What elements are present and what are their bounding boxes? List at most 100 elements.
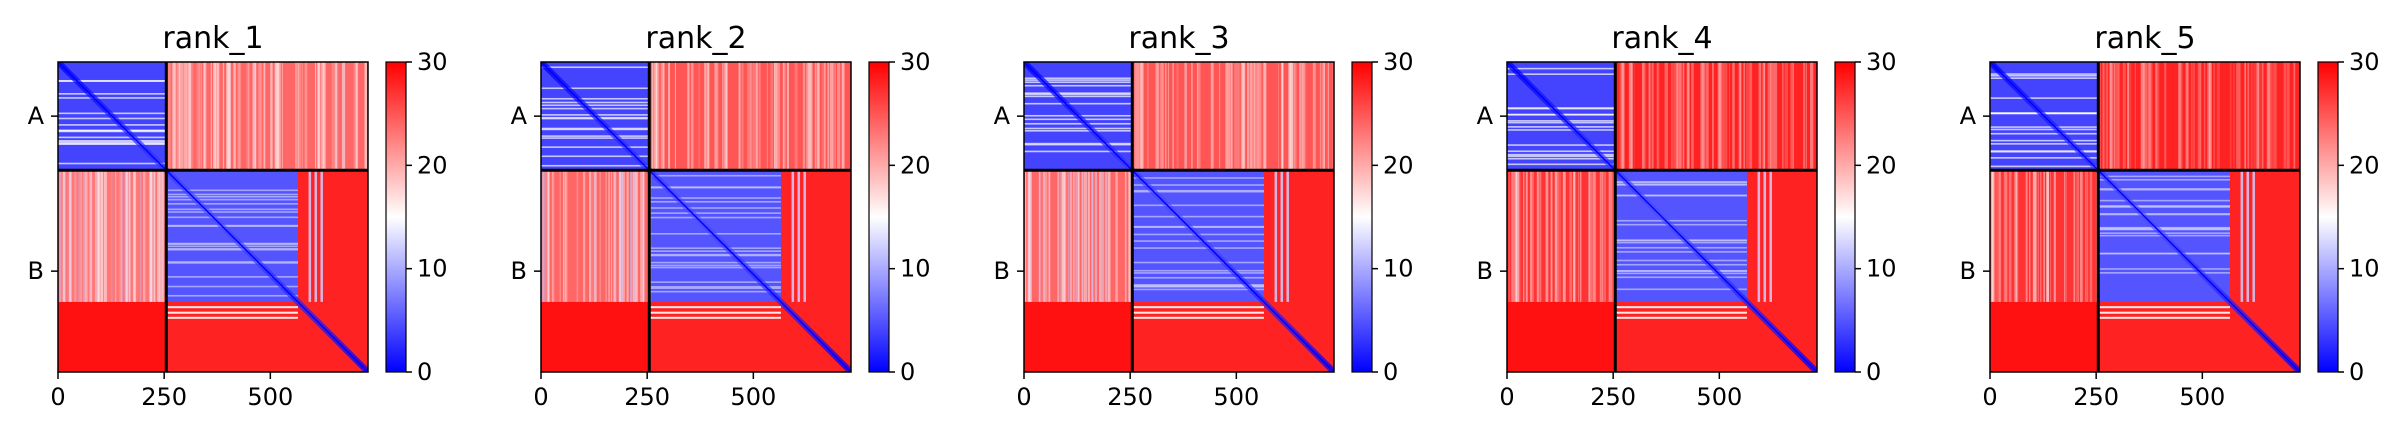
stripe (1172, 62, 1174, 171)
stripe (1081, 170, 1083, 302)
band (166, 262, 298, 264)
band (1990, 150, 2099, 152)
stripe (1530, 170, 1532, 302)
stripe (1140, 62, 1143, 171)
stripe (2040, 170, 2042, 302)
block-tail-A (58, 301, 167, 372)
stripe (821, 62, 825, 171)
stripe (172, 62, 173, 171)
stripe (1608, 170, 1610, 302)
band (1615, 241, 1747, 244)
stripe (1768, 62, 1771, 171)
stripe (1700, 62, 1703, 171)
band (1024, 81, 1133, 84)
loop-stripe (803, 170, 806, 302)
heatmap (541, 62, 851, 372)
band (58, 139, 167, 142)
stripe (827, 62, 829, 171)
x-tick-label: 250 (141, 383, 187, 411)
loop-stripe (1769, 170, 1772, 302)
band (1615, 251, 1747, 253)
x-tick-label: 500 (247, 383, 293, 411)
stripe (1105, 170, 1108, 302)
band (1507, 107, 1616, 110)
stripe (1621, 62, 1625, 171)
stripe (198, 62, 200, 171)
stripe (304, 62, 308, 171)
loop-stripe (308, 170, 312, 302)
stripe (722, 62, 724, 171)
chain-label: B (28, 257, 44, 285)
band (1615, 272, 1747, 275)
x-tick-label: 0 (50, 383, 65, 411)
band (1507, 150, 1616, 153)
band (166, 248, 298, 250)
stripe (1128, 170, 1131, 302)
stripe (1590, 170, 1594, 302)
stripe (2271, 62, 2276, 171)
stripe (1159, 62, 1163, 171)
x-tick-label: 0 (1982, 383, 1997, 411)
stripe (698, 62, 700, 171)
band (1024, 130, 1133, 132)
stripe (1073, 170, 1076, 302)
stripe (1603, 170, 1607, 302)
stripe (1219, 62, 1221, 171)
x-tick-label: 250 (1590, 383, 1636, 411)
stripe (2049, 170, 2052, 302)
stripe (613, 170, 616, 302)
x-tick-label: 250 (624, 383, 670, 411)
stripe (1138, 62, 1142, 171)
stripe (545, 170, 547, 302)
tail-row (649, 316, 781, 319)
band (1507, 120, 1616, 122)
band (166, 242, 298, 245)
stripe (1702, 62, 1706, 171)
stripe (1670, 62, 1674, 171)
stripe (84, 170, 88, 302)
stripe (1025, 170, 1027, 302)
stripe (1115, 170, 1118, 302)
band (1507, 157, 1616, 160)
band (1615, 181, 1747, 184)
stripe (2199, 62, 2202, 171)
stripe (1790, 62, 1794, 171)
band (1990, 157, 2099, 159)
stripe (1550, 170, 1553, 302)
band (1615, 223, 1747, 226)
stripe (1803, 62, 1805, 171)
stripe (1992, 170, 1995, 302)
band (1615, 219, 1747, 222)
axes-frame (1989, 61, 2301, 373)
stripe (842, 62, 844, 171)
stripe (559, 170, 561, 302)
stripe (1249, 62, 1253, 171)
axes-frame (1023, 61, 1335, 373)
band (1132, 261, 1264, 264)
chain-label: A (1477, 102, 1494, 130)
stripe (1102, 170, 1105, 302)
stripe (364, 62, 368, 171)
band (649, 247, 781, 249)
stripe (2065, 170, 2067, 302)
stripe (111, 170, 113, 302)
panel-title: rank_2 (645, 21, 746, 56)
diagonal-core (1990, 62, 2300, 372)
tail-row (2098, 316, 2230, 319)
stripe (833, 62, 837, 171)
tail-row (1615, 306, 1747, 309)
stripe (2155, 62, 2158, 171)
stripe (1094, 170, 1098, 302)
stripe (1230, 62, 1234, 171)
stripe (832, 62, 834, 171)
band (1615, 246, 1747, 249)
stripe (1197, 62, 1201, 171)
stripe (1691, 62, 1693, 171)
loop-stripe (314, 170, 318, 302)
stripe (1643, 62, 1647, 171)
stripe (1569, 170, 1573, 302)
stripe (2140, 62, 2144, 171)
band (1507, 153, 1616, 156)
stripe (2253, 62, 2257, 171)
stripe (336, 62, 339, 171)
